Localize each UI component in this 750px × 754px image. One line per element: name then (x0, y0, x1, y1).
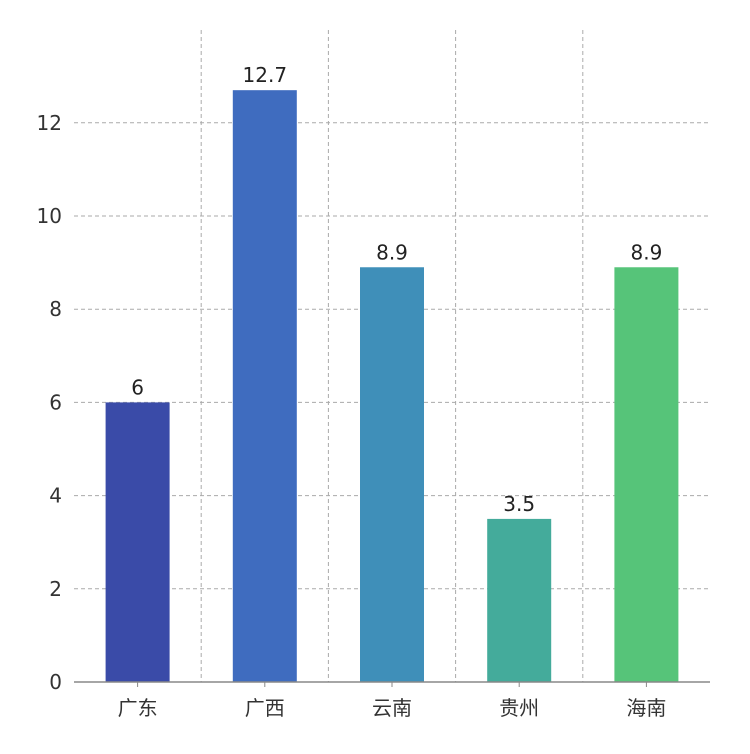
y-tick-label: 10 (37, 204, 62, 228)
x-tick-label: 云南 (372, 696, 412, 720)
bar-广东 (105, 402, 170, 682)
data-label: 3.5 (503, 492, 535, 516)
y-tick-label: 8 (49, 297, 62, 321)
bar-云南 (360, 267, 424, 682)
bar-海南 (614, 267, 679, 682)
x-tick-label: 海南 (626, 696, 666, 720)
x-tick-label: 广西 (245, 696, 285, 720)
bar-广西 (232, 90, 297, 683)
data-label: 12.7 (243, 63, 288, 87)
y-tick-label: 12 (37, 111, 62, 135)
y-tick-label: 4 (49, 484, 62, 508)
y-tick-label: 6 (49, 390, 62, 414)
bar-贵州 (487, 518, 552, 682)
y-tick-label: 0 (49, 670, 62, 694)
x-tick-label: 贵州 (499, 696, 539, 720)
data-label: 6 (131, 375, 144, 399)
data-label: 8.9 (630, 240, 662, 264)
y-tick-label: 2 (49, 577, 62, 601)
data-label: 8.9 (376, 240, 408, 264)
x-tick-label: 广东 (118, 696, 158, 720)
